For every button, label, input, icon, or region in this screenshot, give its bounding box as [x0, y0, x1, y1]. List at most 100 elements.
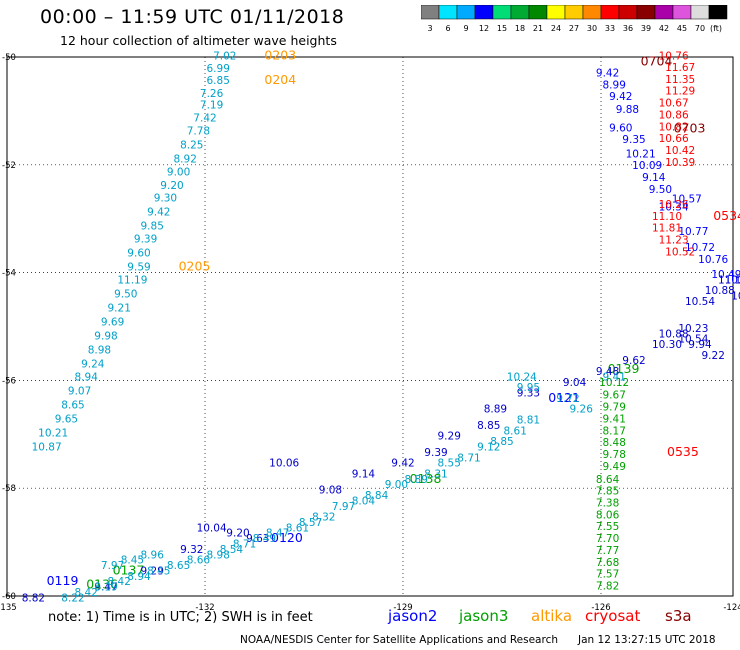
data-point-label: 8.65 — [167, 560, 190, 572]
data-point-label: 8.31 — [424, 468, 447, 480]
data-point-label: 7.19 — [200, 100, 223, 112]
data-point-label: 10.77 — [678, 226, 708, 238]
colorbar-label: 12 — [479, 24, 489, 33]
data-point-label: 9.24 — [81, 358, 105, 370]
data-point-label: 8.94 — [75, 371, 99, 383]
data-point-label: 9.20 — [160, 180, 183, 192]
data-point-label: 6.85 — [207, 75, 230, 87]
data-point-label: 9.42 — [596, 67, 619, 79]
data-point-label: 10.06 — [269, 458, 299, 470]
data-point-label: 9.00 — [167, 167, 190, 179]
data-point-label: 8.65 — [61, 399, 84, 411]
data-point-label: 11.81 — [652, 223, 682, 235]
pass-time-label: 0137 — [113, 562, 145, 577]
data-point-label: 8.04 — [352, 495, 376, 507]
data-point-label: 10.82 — [659, 121, 689, 133]
data-point-label: 10.34 — [659, 202, 689, 214]
data-point-label: 11.23 — [659, 234, 689, 246]
data-point-label: 8.17 — [603, 425, 626, 437]
data-point-label: 9.22 — [702, 350, 725, 362]
timestamp: Jan 12 13:27:15 UTC 2018 — [578, 634, 716, 646]
data-point-label: 10.39 — [665, 157, 695, 169]
data-point-label: 7.97 — [101, 560, 124, 572]
satellite-legend-jason3: jason3 — [459, 607, 509, 625]
data-point-label: 9.33 — [517, 388, 540, 400]
colorbar-label: 3 — [427, 24, 432, 33]
x-tick-label: -124 — [723, 603, 740, 613]
data-point-label: 8.98 — [207, 549, 230, 561]
data-point-label: 10.02 — [725, 274, 740, 286]
data-point-label: 8.92 — [174, 154, 197, 166]
y-tick-label: -60 — [2, 592, 16, 602]
data-point-label: 7.02 — [213, 51, 236, 63]
data-point-label: 8.85 — [477, 420, 500, 432]
data-point-label: 9.08 — [319, 485, 342, 497]
data-point-label: 8.55 — [438, 458, 461, 470]
pass-time-label: 0138 — [410, 471, 442, 486]
data-point-label: 9.42 — [147, 206, 170, 218]
pass-time-label: 0139 — [608, 361, 640, 376]
data-point-label: 7.42 — [193, 113, 216, 125]
data-point-label: 9.65 — [55, 413, 78, 425]
data-point-label: 10.12 — [599, 377, 629, 389]
data-point-label: 10.57 — [672, 194, 702, 206]
satellite-legend-altika: altika — [531, 607, 573, 625]
data-point-label: 9.00 — [385, 479, 408, 491]
colorbar-label: 27 — [569, 24, 579, 33]
data-point-label: 9.29 — [141, 565, 164, 577]
data-point-label: 8.71 — [233, 538, 256, 550]
data-point-label: 9.48 — [596, 366, 619, 378]
data-point-label: 9.26 — [570, 404, 594, 416]
data-point-label: 11.19 — [117, 274, 147, 286]
data-point-label: 9.07 — [68, 385, 91, 397]
data-point-label: 8.42 — [75, 587, 98, 599]
data-point-label: 10.24 — [507, 371, 537, 383]
y-tick-label: -58 — [2, 484, 16, 494]
data-point-label: 9.35 — [622, 134, 645, 146]
colorbar-label: 15 — [497, 24, 507, 33]
data-point-label: 8.81 — [517, 415, 540, 427]
data-point-label: 8.42 — [108, 576, 131, 588]
data-point-label: 10.21 — [38, 427, 68, 439]
data-point-label: 8.47 — [266, 528, 289, 540]
data-point-label: 9.94 — [688, 339, 712, 351]
data-point-label: 9.62 — [622, 355, 645, 367]
data-point-label: 10.30 — [652, 339, 682, 351]
colorbar-label: 18 — [515, 24, 525, 33]
data-point-label: 7.38 — [596, 498, 619, 510]
data-point-label: 9.47 — [94, 582, 117, 594]
pass-time-label: 0703 — [674, 120, 706, 135]
data-point-label: 10.72 — [685, 242, 715, 254]
y-tick-label: -54 — [2, 269, 16, 279]
data-point-label: 9.42 — [609, 91, 632, 103]
data-point-label: 10.54 — [678, 334, 708, 346]
data-point-label: 8.45 — [147, 565, 170, 577]
data-point-label: 7.78 — [187, 126, 210, 138]
data-point-label: 10.42 — [665, 145, 695, 157]
satellite-legend-s3a: s3a — [665, 607, 692, 625]
data-point-label: 9.72 — [556, 393, 579, 405]
data-point-label: 8.96 — [141, 549, 165, 561]
data-point-label: 11.10 — [652, 211, 682, 223]
data-point-label: 10.76 — [698, 254, 728, 266]
data-point-label: 10.54 — [685, 296, 715, 308]
data-point-label: 8.82 — [22, 592, 45, 604]
colorbar-label: (ft) — [710, 24, 722, 33]
data-point-label: 7.85 — [596, 486, 619, 498]
chart-title: 00:00 – 11:59 UTC 01/11/2018 — [40, 6, 345, 28]
data-point-label: 8.94 — [127, 571, 151, 583]
data-point-label: 9.30 — [154, 192, 177, 204]
data-point-label: 9.88 — [616, 104, 639, 116]
pass-time-label: 0136 — [86, 576, 118, 591]
data-point-label: 8.98 — [88, 344, 111, 356]
data-point-label: 6.99 — [207, 63, 230, 75]
data-point-label: 8.89 — [405, 474, 428, 486]
credit-line: NOAA/NESDIS Center for Satellite Applica… — [240, 634, 558, 646]
data-point-label: 9.59 — [127, 261, 150, 273]
data-point-label: 9.50 — [649, 184, 672, 196]
y-tick-label: -56 — [2, 376, 16, 386]
data-point-label: 7.70 — [596, 533, 619, 545]
data-point-label: 9.42 — [391, 458, 414, 470]
pass-time-label: 0120 — [271, 530, 303, 545]
